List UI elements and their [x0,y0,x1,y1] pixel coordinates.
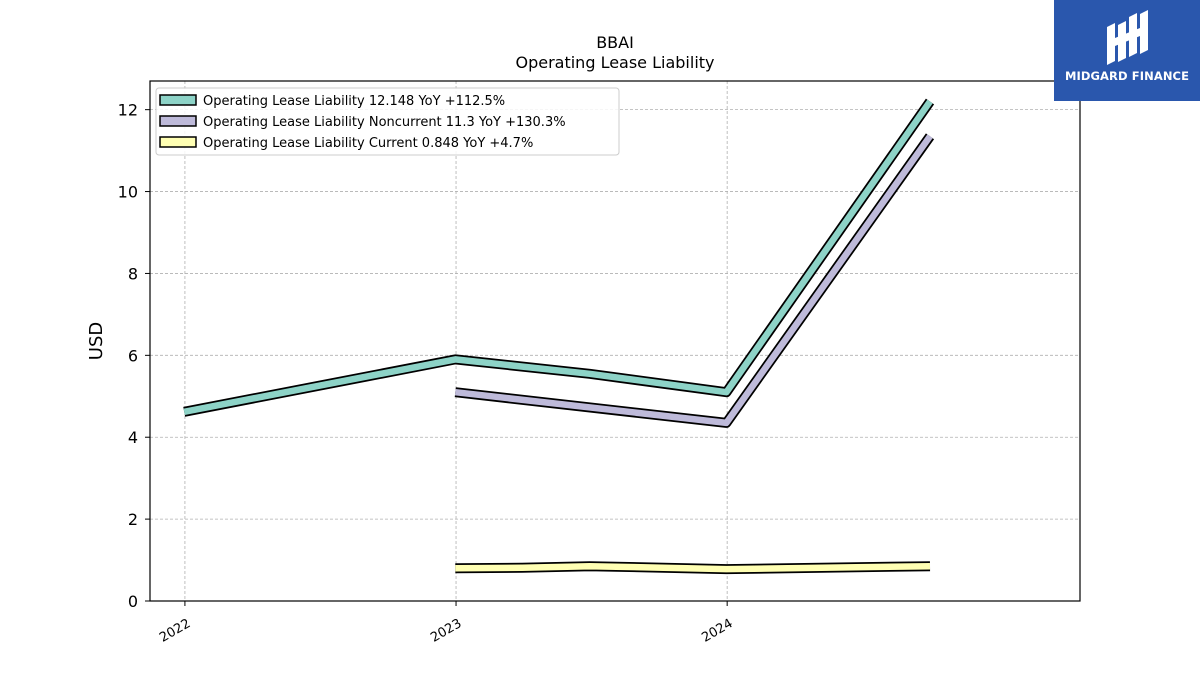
legend: Operating Lease Liability 12.148 YoY +11… [155,87,620,156]
plot-frame [149,80,1081,602]
x-axis: 2022 2023 2024 [157,601,735,646]
brand-name: MIDGARD FINANCE [1064,69,1190,83]
legend-swatch [159,115,197,127]
series-line [455,562,931,573]
brand-mark-icon [1107,10,1148,65]
legend-label: Operating Lease Liability Noncurrent 11.… [203,115,566,130]
series-line-outline [454,133,935,428]
x-tick-label: 2024 [699,616,735,646]
y-axis-label: USD [86,322,107,360]
y-tick-label: 6 [128,346,138,365]
y-tick-label: 8 [128,264,138,283]
brand-logo: MIDGARD FINANCE [1054,0,1200,101]
chart-title: BBAI [596,33,634,52]
series-line [454,134,933,427]
legend-swatch [159,136,197,148]
y-tick-label: 0 [128,592,138,611]
series-layer [183,98,935,575]
x-tick-label: 2023 [428,616,464,646]
legend-swatch [159,94,197,106]
y-tick-label: 4 [128,428,138,447]
chart-subtitle: Operating Lease Liability [515,53,714,72]
y-tick-label: 12 [118,101,138,120]
y-tick-label: 10 [118,183,138,202]
legend-label: Operating Lease Liability Current 0.848 … [203,136,533,151]
legend-box [155,87,620,156]
y-tick-label: 2 [128,510,138,529]
series-line [183,99,933,415]
legend-label: Operating Lease Liability 12.148 YoY +11… [203,94,505,109]
grid-lines [150,81,1080,602]
x-tick-label: 2022 [157,616,193,646]
y-axis: 0 2 4 6 8 10 12 [118,101,150,611]
